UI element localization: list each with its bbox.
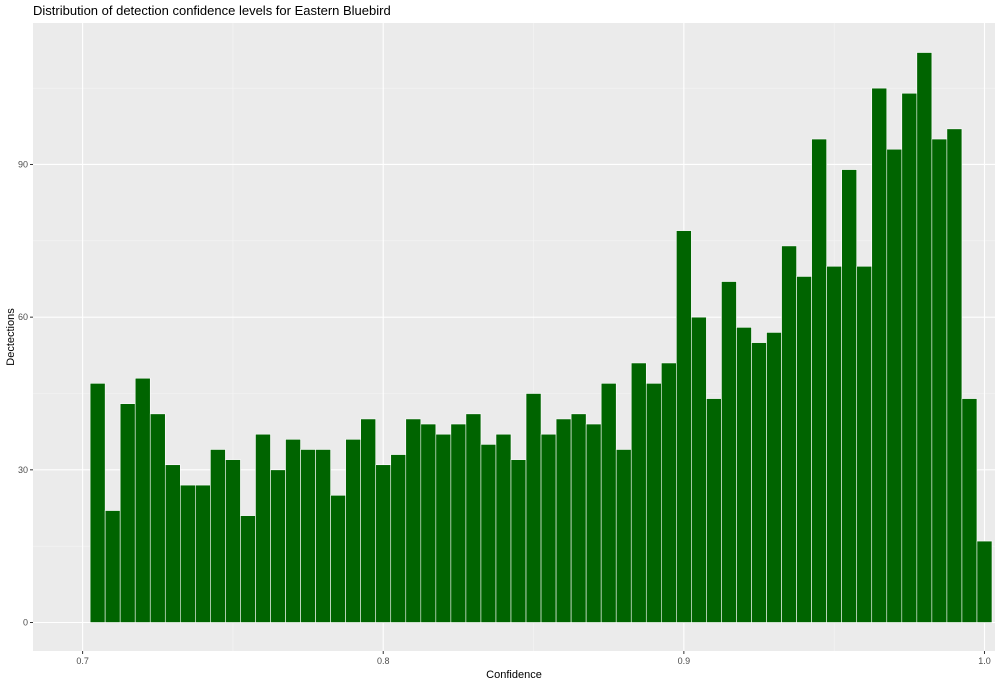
histogram-bar — [240, 515, 256, 623]
y-tick-label: 0 — [23, 618, 28, 628]
histogram-bar — [495, 433, 512, 623]
histogram-bar — [856, 265, 873, 623]
histogram-bar — [886, 148, 903, 623]
histogram-bar — [225, 459, 241, 623]
histogram-bar — [931, 138, 948, 623]
y-axis-label: Dectections — [5, 308, 17, 366]
histogram-bar — [751, 342, 767, 623]
histogram-bar — [420, 423, 437, 623]
x-tick-label: 0.7 — [76, 656, 89, 666]
x-tick-label: 0.8 — [377, 656, 390, 666]
histogram-bar — [405, 418, 422, 623]
histogram-bar — [736, 327, 752, 623]
histogram-bar — [180, 484, 196, 623]
histogram-bar — [510, 459, 527, 623]
histogram-bar — [450, 423, 467, 623]
histogram-bar — [134, 377, 151, 623]
histogram-bar — [525, 393, 542, 623]
histogram-bar — [661, 362, 677, 623]
histogram-bar — [345, 438, 361, 623]
histogram-bar — [766, 332, 782, 623]
histogram-bar — [781, 245, 797, 623]
chart-title: Distribution of detection confidence lev… — [33, 3, 391, 18]
histogram-bar — [119, 403, 136, 623]
histogram-bar — [195, 484, 211, 623]
histogram-bar — [615, 449, 632, 623]
histogram-bar — [300, 449, 316, 623]
x-tick-label: 1.0 — [978, 656, 991, 666]
x-axis-label: Confidence — [486, 669, 542, 681]
histogram-bar — [164, 464, 181, 623]
histogram-bars — [89, 52, 993, 623]
x-tick-label: 0.9 — [678, 656, 691, 666]
histogram-bar — [570, 413, 587, 623]
histogram-bar — [390, 454, 407, 623]
histogram-bar — [585, 423, 602, 623]
histogram-bar — [706, 398, 722, 623]
histogram-bar — [255, 433, 271, 623]
histogram-bar — [360, 418, 377, 623]
histogram-bar — [465, 413, 482, 623]
histogram-bar — [676, 230, 692, 623]
y-tick-label: 30 — [18, 465, 28, 475]
histogram-bar — [315, 449, 331, 623]
histogram-bar — [871, 87, 888, 623]
histogram-bar — [691, 316, 707, 623]
histogram-bar — [630, 362, 647, 623]
histogram-bar — [375, 464, 392, 623]
histogram-bar — [435, 433, 452, 623]
x-axis-ticks: 0.7 0.8 0.9 1.0 — [76, 651, 991, 666]
histogram-bar — [555, 418, 572, 623]
histogram-bar — [841, 169, 858, 623]
y-tick-label: 90 — [18, 159, 28, 169]
histogram-bar — [796, 276, 812, 623]
y-tick-label: 60 — [18, 312, 28, 322]
histogram-bar — [149, 413, 166, 623]
histogram-bar — [210, 449, 226, 623]
histogram-bar — [89, 383, 106, 623]
histogram-bar — [480, 444, 497, 623]
histogram-bar — [976, 540, 993, 623]
histogram-bar — [104, 510, 121, 623]
histogram-bar — [916, 52, 933, 623]
histogram-bar — [721, 281, 737, 623]
histogram-bar — [270, 469, 286, 623]
histogram-bar — [811, 138, 827, 623]
y-axis-ticks: 0 30 60 90 — [18, 159, 33, 628]
histogram-bar — [645, 383, 662, 623]
histogram-bar — [961, 398, 978, 623]
histogram-bar — [330, 494, 346, 623]
histogram-bar — [540, 433, 557, 623]
histogram-bar — [946, 128, 963, 623]
histogram-bar — [901, 92, 918, 623]
histogram-bar — [826, 265, 842, 623]
histogram-bar — [285, 438, 301, 623]
histogram-bar — [600, 383, 617, 623]
